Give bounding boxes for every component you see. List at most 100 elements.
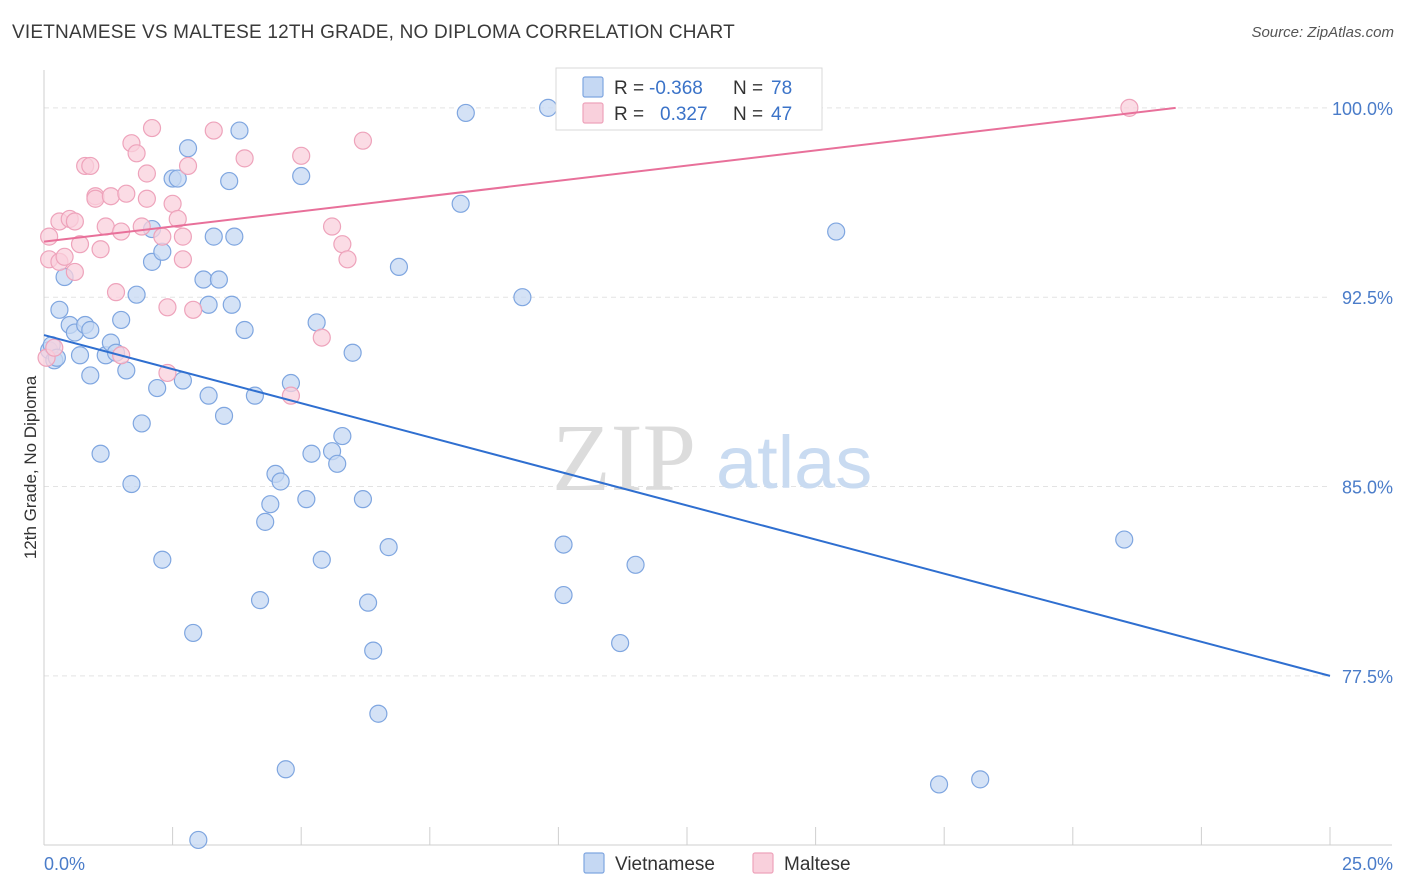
vietnamese-point-33 <box>204 227 223 246</box>
vietnamese-point-39 <box>235 320 254 340</box>
maltese-point-12 <box>86 189 105 208</box>
legend-n-value-vietnamese: 78 <box>771 78 792 99</box>
vietnamese-point-35 <box>214 406 234 425</box>
vietnamese-point-16 <box>122 474 141 494</box>
legend-n-label-vietnamese: N = <box>733 78 763 99</box>
legend-swatch-vietnamese <box>582 76 604 98</box>
vietnamese-point-50 <box>302 444 321 463</box>
maltese-point-23 <box>137 164 156 183</box>
maltese-point-33 <box>178 156 198 176</box>
y-axis-label: 12th Grade, No Diploma <box>21 375 40 559</box>
legend-r-value-maltese: 0.327 <box>660 104 708 125</box>
vietnamese-point-21 <box>148 378 167 398</box>
vietnamese-point-71 <box>827 222 846 241</box>
vietnamese-point-77 <box>222 295 241 314</box>
maltese-point-15 <box>101 187 120 206</box>
vietnamese-point-41 <box>250 591 270 610</box>
vietnamese-point-8 <box>81 366 100 385</box>
vietnamese-point-34 <box>209 270 228 289</box>
series-vietnamese <box>40 98 1134 850</box>
bottom-legend-label-vietnamese: Vietnamese <box>615 854 715 875</box>
vietnamese-point-18 <box>132 414 151 433</box>
maltese-point-6 <box>65 262 84 282</box>
y-tick-label-0: 77.5% <box>1342 667 1393 687</box>
maltese-point-43 <box>353 131 373 150</box>
maltese-point-38 <box>292 146 311 165</box>
vietnamese-point-36 <box>220 171 239 191</box>
legend-r-label-maltese: R = <box>614 104 644 125</box>
vietnamese-point-17 <box>127 285 146 304</box>
watermark-zip: ZIP <box>552 404 696 511</box>
legend-swatch-maltese <box>582 102 604 124</box>
vietnamese-point-64 <box>456 103 475 123</box>
vietnamese-point-55 <box>333 426 352 446</box>
maltese-point-21 <box>127 144 146 163</box>
maltese-point-7 <box>65 212 84 231</box>
legend-n-label-maltese: N = <box>733 104 763 125</box>
vietnamese-point-28 <box>184 623 203 643</box>
maltese-point-29 <box>163 194 182 213</box>
maltese-point-0 <box>40 227 59 246</box>
vietnamese-point-74 <box>1115 530 1134 549</box>
maltese-point-19 <box>117 184 136 203</box>
maltese-point-22 <box>132 217 151 236</box>
vietnamese-point-51 <box>307 313 326 332</box>
maltese-point-4 <box>55 247 74 266</box>
vietnamese-point-61 <box>379 538 398 557</box>
maltese-point-14 <box>96 217 115 236</box>
x-tick-label-1: 25.0% <box>1342 854 1393 874</box>
y-tick-label-3: 100.0% <box>1332 99 1393 119</box>
vietnamese-point-56 <box>343 343 362 362</box>
vietnamese-point-69 <box>611 633 630 653</box>
vietnamese-point-65 <box>513 288 532 307</box>
trend-line-maltese <box>43 106 1176 243</box>
maltese-point-36 <box>235 149 254 168</box>
vietnamese-point-63 <box>451 194 470 213</box>
vietnamese-point-68 <box>554 585 573 605</box>
maltese-point-25 <box>142 118 162 138</box>
vietnamese-point-15 <box>117 361 136 380</box>
vietnamese-point-45 <box>271 472 290 491</box>
vietnamese-point-67 <box>554 535 573 554</box>
maltese-point-40 <box>322 217 342 236</box>
vietnamese-point-25 <box>168 169 187 188</box>
maltese-point-27 <box>158 298 177 317</box>
grid-lines <box>44 107 1330 677</box>
vietnamese-point-70 <box>626 555 645 574</box>
watermark: ZIP atlas <box>552 404 872 511</box>
vietnamese-point-46 <box>276 760 295 779</box>
vietnamese-point-38 <box>230 121 249 140</box>
vietnamese-point-14 <box>112 310 131 330</box>
vietnamese-point-49 <box>297 490 316 509</box>
maltese-point-34 <box>184 300 203 319</box>
vietnamese-point-23 <box>153 550 172 569</box>
maltese-point-35 <box>204 121 223 140</box>
vietnamese-point-66 <box>539 98 558 117</box>
maltese-point-26 <box>153 227 172 246</box>
maltese-point-41 <box>333 235 352 254</box>
trend-line-vietnamese <box>43 334 1331 677</box>
vietnamese-point-10 <box>91 444 110 463</box>
vietnamese-point-42 <box>256 512 275 531</box>
maltese-point-24 <box>137 189 156 208</box>
vietnamese-point-57 <box>353 490 373 509</box>
vietnamese-point-59 <box>364 641 383 660</box>
maltese-point-30 <box>168 209 187 229</box>
legend-r-label-vietnamese: R = <box>614 78 644 99</box>
axes <box>43 70 1392 846</box>
vietnamese-point-6 <box>70 346 90 365</box>
vietnamese-point-31 <box>199 295 218 314</box>
legend: R = -0.368 N = 78 R = 0.327 N = 47 <box>555 67 823 131</box>
vietnamese-point-37 <box>225 227 244 246</box>
x-tick-label-0: 0.0% <box>44 854 85 874</box>
legend-r-value-vietnamese: -0.368 <box>649 78 703 99</box>
vietnamese-point-26 <box>173 371 192 390</box>
vietnamese-point-32 <box>199 386 218 405</box>
vietnamese-point-30 <box>194 270 213 289</box>
vietnamese-point-9 <box>81 320 100 340</box>
y-tick-label-1: 85.0% <box>1342 478 1393 498</box>
vietnamese-point-72 <box>929 775 949 794</box>
vietnamese-point-43 <box>261 495 280 514</box>
bottom-legend-label-maltese: Maltese <box>784 854 851 875</box>
